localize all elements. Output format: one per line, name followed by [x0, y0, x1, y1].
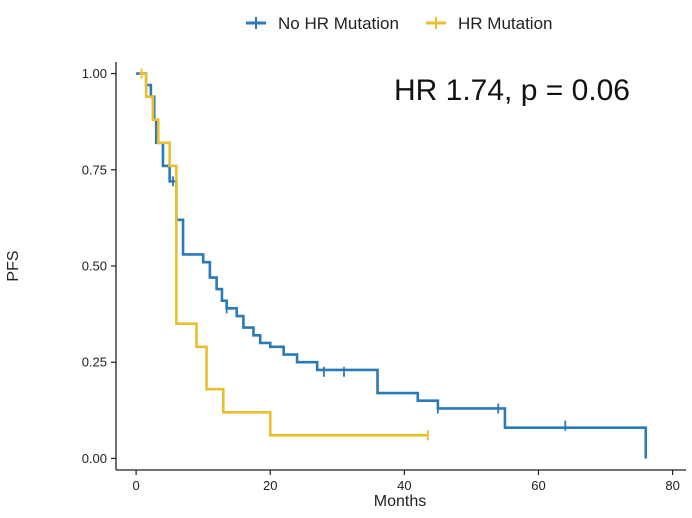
x-tick-label: 40 — [397, 478, 411, 493]
y-ticks: 0.00 0.25 0.50 0.75 1.00 — [82, 66, 116, 466]
y-tick-label: 0.75 — [82, 162, 107, 177]
legend: No HR Mutation HR Mutation — [246, 14, 552, 33]
y-axis-title: PFS — [5, 250, 22, 281]
x-axis-title: Months — [374, 493, 426, 510]
x-tick-label: 80 — [665, 478, 679, 493]
y-tick-label: 0.25 — [82, 355, 107, 370]
y-tick-label: 0.00 — [82, 451, 107, 466]
y-tick-label: 0.50 — [82, 259, 107, 274]
y-tick-label: 1.00 — [82, 66, 107, 81]
x-tick-label: 0 — [133, 478, 140, 493]
series-layer — [136, 68, 648, 459]
series-line-hr-mutation — [139, 72, 428, 437]
legend-label-hr-mutation: HR Mutation — [458, 14, 552, 33]
hr-annotation: HR 1.74, p = 0.06 — [394, 74, 630, 107]
legend-item-no-hr-mutation: No HR Mutation — [246, 14, 399, 33]
legend-label-no-hr-mutation: No HR Mutation — [278, 14, 399, 33]
x-tick-label: 20 — [263, 478, 277, 493]
x-ticks: 0 20 40 60 80 — [133, 470, 680, 493]
x-tick-label: 60 — [531, 478, 545, 493]
legend-item-hr-mutation: HR Mutation — [426, 14, 552, 33]
series-line-no-hr-mutation — [136, 72, 648, 459]
